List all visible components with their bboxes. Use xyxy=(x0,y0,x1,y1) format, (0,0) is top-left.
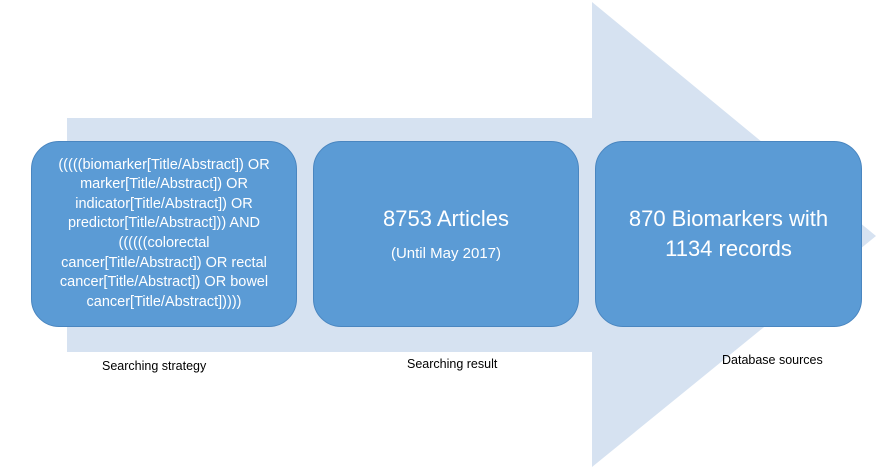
date-range-text: (Until May 2017) xyxy=(390,245,502,262)
searching-strategy-box: (((((biomarker[Title/Abstract]) OR marke… xyxy=(31,141,297,327)
searching-result-box: 8753 Articles (Until May 2017) xyxy=(313,141,579,327)
database-sources-caption: Database sources xyxy=(722,353,823,367)
searching-result-caption: Searching result xyxy=(407,357,498,371)
biomarker-count-text: 870 Biomarkers with 1134 records xyxy=(628,206,829,261)
searching-strategy-caption: Searching strategy xyxy=(102,359,207,373)
database-sources-box: 870 Biomarkers with 1134 records xyxy=(595,141,862,327)
article-count-text: 8753 Articles xyxy=(383,206,509,231)
search-query-text: (((((biomarker[Title/Abstract]) OR marke… xyxy=(58,156,270,310)
